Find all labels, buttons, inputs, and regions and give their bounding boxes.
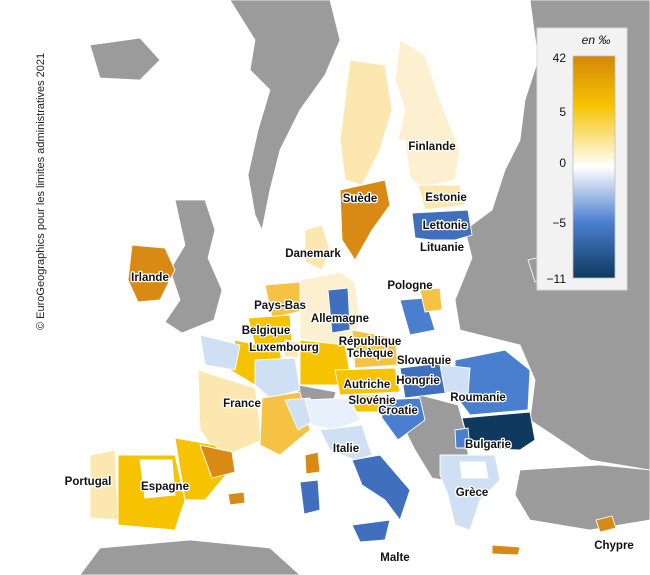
label-irlande: Irlande — [131, 272, 169, 284]
label-pays-bas: Pays-Bas — [254, 300, 306, 312]
region-luxembourg — [283, 339, 301, 359]
label-belgique: Belgique — [242, 325, 291, 337]
legend-unit: en ‰ — [582, 33, 611, 47]
region-romania — [454, 349, 531, 416]
label-suede: Suède — [343, 193, 378, 205]
label-tcheque: Tchèque — [347, 348, 393, 360]
region-croatia — [379, 397, 426, 441]
region-italy-north — [304, 397, 361, 431]
region-crete — [491, 544, 521, 556]
label-autriche: Autriche — [344, 379, 391, 391]
eu-regions — [89, 39, 617, 556]
label-finlande: Finlande — [408, 141, 455, 153]
iceland — [89, 37, 161, 81]
label-pologne: Pologne — [387, 280, 432, 292]
region-spain-castile — [139, 459, 176, 499]
norway — [229, 0, 341, 232]
region-ireland — [127, 244, 176, 303]
region-estonia — [417, 184, 466, 211]
region-denmark — [304, 224, 331, 271]
label-portugal: Portugal — [65, 476, 112, 488]
region-catalonia — [199, 444, 236, 479]
region-italy-south — [351, 454, 411, 521]
label-bulgarie: Bulgarie — [465, 439, 511, 451]
label-france: France — [223, 398, 261, 410]
region-bulgaria-west — [454, 427, 471, 449]
label-lituanie: Lituanie — [420, 242, 464, 254]
region-sardinia — [299, 479, 321, 515]
region-sweden-south — [339, 179, 391, 261]
region-germany-east — [327, 287, 351, 334]
legend-color-bar — [572, 55, 616, 279]
region-balearic — [227, 491, 246, 506]
label-danemark: Danemark — [285, 248, 341, 260]
legend-tick-5: 5 — [559, 105, 566, 119]
label-italie: Italie — [333, 443, 359, 455]
region-sicily — [351, 519, 391, 543]
label-republique: République — [339, 336, 402, 348]
region-austria — [334, 367, 401, 396]
label-grece: Grèce — [456, 487, 489, 499]
label-lettonie: Lettonie — [423, 220, 468, 232]
region-france-northwest — [199, 334, 241, 371]
region-cyprus — [595, 515, 617, 533]
region-slovakia — [397, 339, 446, 369]
label-espagne: Espagne — [141, 481, 189, 493]
label-slovenie: Slovénie — [348, 395, 395, 407]
legend-tick-minus11: −11 — [547, 272, 567, 286]
region-latvia — [411, 209, 473, 243]
country-labels: Irlande Suède Finlande Estonie Lettonie … — [63, 140, 635, 566]
label-chypre: Chypre — [594, 540, 634, 552]
region-lithuania — [417, 239, 467, 273]
region-france-west — [197, 369, 263, 459]
region-poland-warsaw — [419, 287, 443, 313]
region-czechia — [351, 329, 399, 369]
legend-tick-minus5: −5 — [552, 216, 566, 230]
legend: en ‰ 42 5 0 −5 −11 — [536, 27, 628, 291]
label-roumanie: Roumanie — [450, 392, 506, 404]
label-slovaquie: Slovaquie — [397, 355, 451, 367]
label-allemagne: Allemagne — [311, 313, 369, 325]
label-croatie: Croatie — [378, 405, 418, 417]
map-credit: © EuroGeographics pour les limites admin… — [35, 53, 47, 330]
region-corsica — [304, 451, 321, 475]
legend-tick-42: 42 — [553, 51, 567, 65]
legend-tick-0: 0 — [559, 156, 566, 170]
region-romania-west — [439, 364, 471, 396]
label-hongrie: Hongrie — [396, 375, 439, 387]
label-luxembourg: Luxembourg — [249, 342, 319, 354]
north-africa — [79, 539, 301, 575]
region-greece-north — [459, 461, 489, 479]
turkey — [514, 464, 650, 531]
label-estonie: Estonie — [425, 192, 467, 204]
label-malte: Malte — [380, 552, 409, 564]
